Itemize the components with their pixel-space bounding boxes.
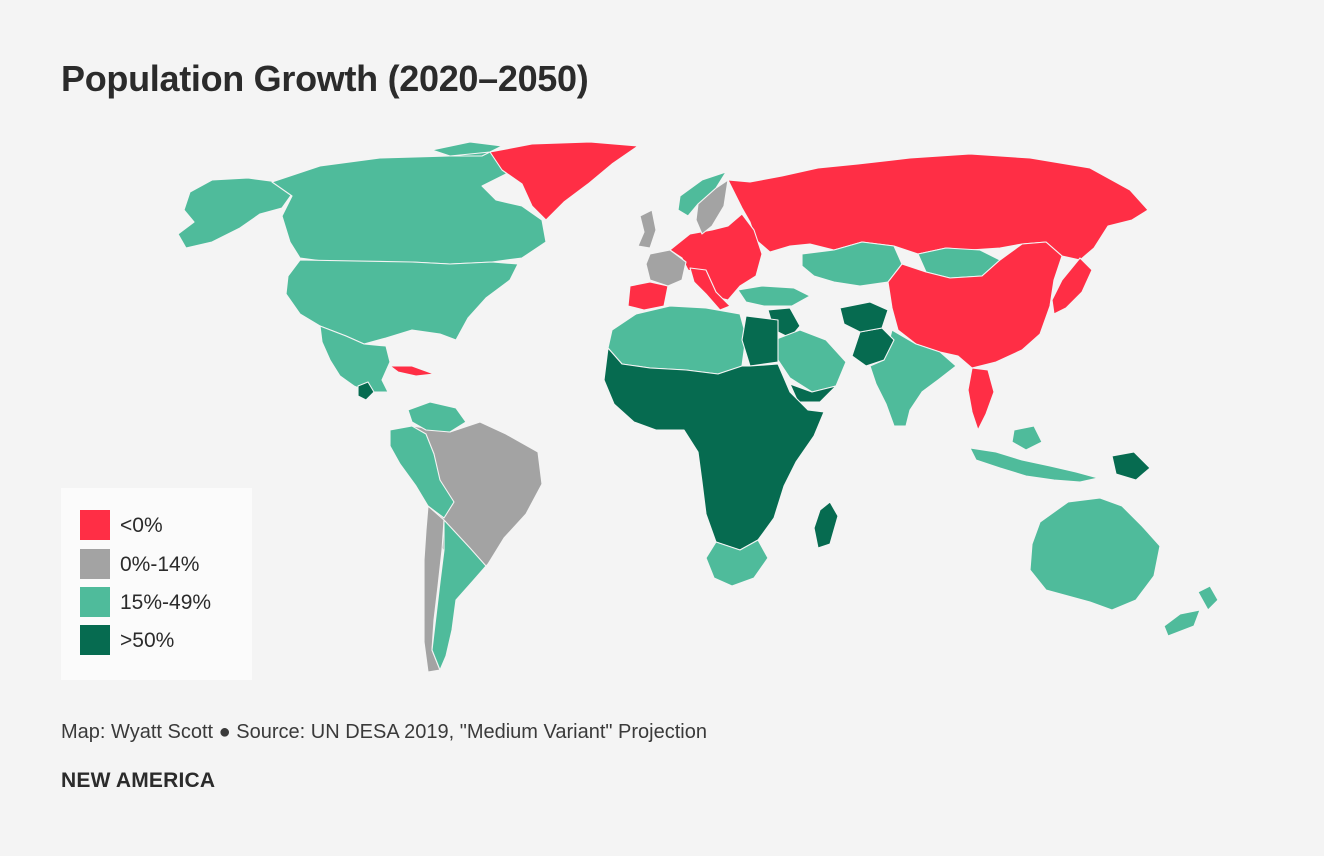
legend-item-medium: 15%-49% xyxy=(80,587,250,617)
legend-item-high: >50% xyxy=(80,625,250,655)
region-indonesia xyxy=(969,425,1099,483)
legend-item-negative: <0% xyxy=(80,510,250,540)
map-title: Population Growth (2020–2050) xyxy=(61,58,589,99)
region-guatemala xyxy=(357,381,375,401)
region-cuba xyxy=(389,365,435,377)
region-egypt xyxy=(741,315,779,367)
region-eastern-europe xyxy=(669,213,763,301)
world-map xyxy=(150,130,1250,690)
world-map-svg xyxy=(177,141,1219,673)
region-madagascar xyxy=(813,501,839,549)
region-france xyxy=(645,249,687,287)
brand-logo: NEW AMERICA xyxy=(61,769,216,792)
region-turkey xyxy=(737,285,811,307)
region-japan xyxy=(1051,257,1093,315)
legend-label: >50% xyxy=(120,629,175,652)
legend-swatch xyxy=(80,549,110,579)
region-mexico xyxy=(319,325,391,393)
legend-swatch xyxy=(80,510,110,540)
legend-label: <0% xyxy=(120,514,163,537)
region-norway xyxy=(677,171,727,217)
legend-label: 0%-14% xyxy=(120,553,200,576)
region-united-states xyxy=(285,259,519,345)
region-venezuela xyxy=(407,401,467,433)
region-united-kingdom xyxy=(637,209,657,249)
region-india xyxy=(869,329,957,427)
region-australia xyxy=(1029,497,1161,611)
region-russia xyxy=(727,153,1149,261)
region-thailand xyxy=(967,367,995,431)
region-greenland xyxy=(489,141,639,221)
region-papua-new-guinea xyxy=(1111,451,1151,481)
region-peru xyxy=(389,425,455,519)
legend-swatch xyxy=(80,587,110,617)
region-italy xyxy=(689,267,731,311)
legend-swatch xyxy=(80,625,110,655)
legend: <0% 0%-14% 15%-49% >50% xyxy=(61,488,252,680)
region-sub-saharan-africa xyxy=(603,347,825,551)
region-sweden xyxy=(695,179,729,235)
region-kazakhstan xyxy=(801,241,903,287)
region-canada xyxy=(271,141,547,265)
region-north-africa xyxy=(607,305,747,375)
region-spain xyxy=(627,281,669,311)
region-new-zealand xyxy=(1163,585,1219,637)
legend-item-low: 0%-14% xyxy=(80,549,250,579)
region-south-africa xyxy=(705,539,769,587)
region-argentina xyxy=(431,519,487,671)
source-caption: Map: Wyatt Scott ● Source: UN DESA 2019,… xyxy=(61,721,707,743)
region-alaska-usa xyxy=(177,177,293,249)
region-afghanistan xyxy=(839,301,889,333)
legend-label: 15%-49% xyxy=(120,591,212,614)
